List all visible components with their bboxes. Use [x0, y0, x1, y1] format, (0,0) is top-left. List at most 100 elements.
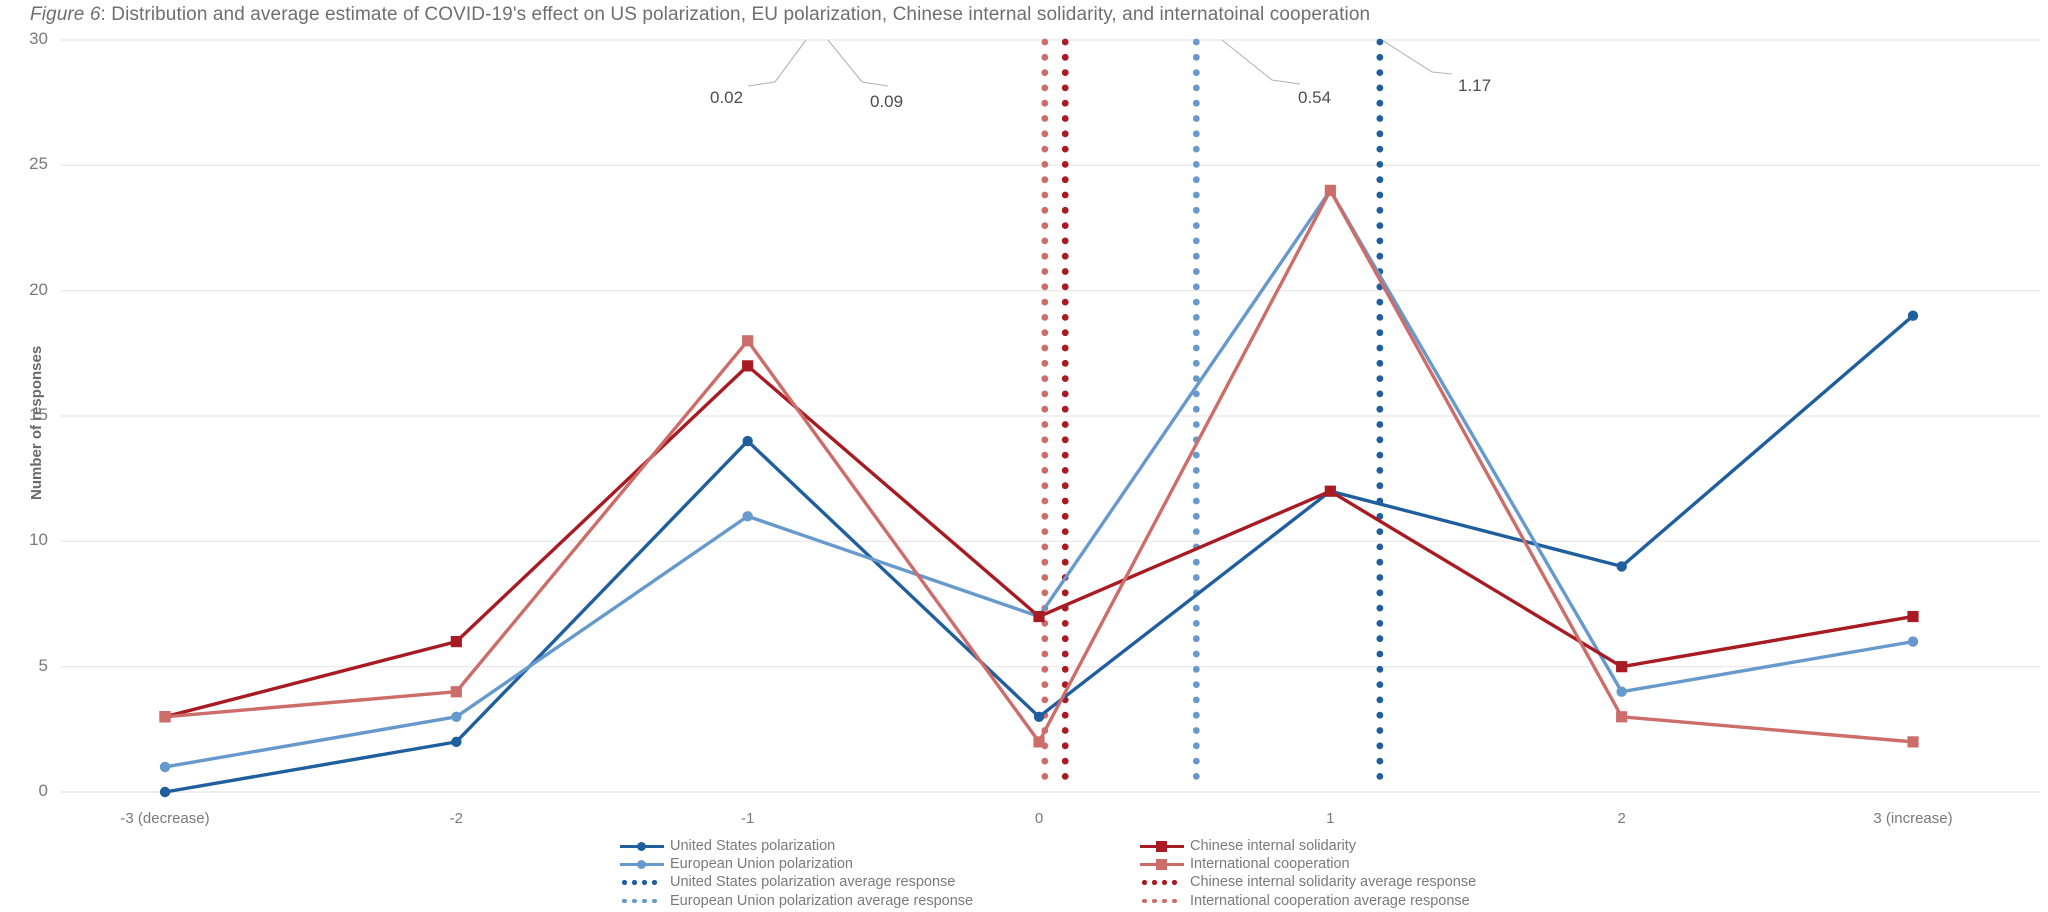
- average-line-dot: [1376, 665, 1384, 673]
- legend-item-label: Chinese internal solidarity: [1190, 838, 1357, 854]
- datapoint-intl--2[interactable]: [450, 686, 462, 698]
- average-line-dot: [1376, 176, 1384, 184]
- average-line-dot: [1061, 375, 1069, 382]
- series-line-eu[interactable]: [163, 188, 1915, 769]
- average-line-dot: [1041, 665, 1049, 673]
- average-line-dot: [1041, 436, 1049, 444]
- average-line-dot: [1192, 635, 1200, 643]
- datapoint-eu--3 (decrease)[interactable]: [159, 761, 171, 773]
- legend-dot-icon: [1172, 880, 1177, 885]
- datapoint-intl--1[interactable]: [742, 335, 754, 347]
- average-line-dot: [1041, 773, 1049, 780]
- legend-item[interactable]: Chinese internal solidarity average resp…: [1140, 874, 1476, 890]
- legend-dot-icon: [642, 880, 647, 885]
- legend-item[interactable]: United States polarization: [620, 838, 835, 854]
- average-line-dot: [1192, 620, 1200, 627]
- average-line-dot: [1192, 497, 1200, 505]
- datapoint-intl-0[interactable]: [1033, 736, 1045, 748]
- series-line-intl[interactable]: [163, 188, 1915, 744]
- average-line-dot: [1041, 191, 1049, 199]
- average-line-dot: [1376, 558, 1384, 566]
- legend-swatch: [620, 839, 664, 853]
- datapoint-intl-2[interactable]: [1616, 711, 1628, 723]
- datapoint-china--1[interactable]: [742, 360, 754, 372]
- legend-item[interactable]: Chinese internal solidarity: [1140, 838, 1356, 854]
- average-line-dot: [1192, 727, 1200, 734]
- datapoint-china-2[interactable]: [1616, 661, 1628, 673]
- datapoint-us-0[interactable]: [1033, 711, 1045, 722]
- legend-dot-icon: [1142, 880, 1147, 885]
- average-line-dot: [1061, 512, 1069, 520]
- average-line-dot: [1061, 38, 1069, 46]
- average-line-dot: [1192, 390, 1200, 398]
- datapoint-eu--2[interactable]: [451, 711, 462, 722]
- y-axis-tick-5: 5: [38, 655, 48, 675]
- average-line-dot: [1041, 329, 1049, 337]
- datapoint-us-2[interactable]: [1616, 561, 1627, 572]
- datapoint-china-3 (increase)[interactable]: [1907, 610, 1919, 623]
- datapoint-intl--3 (decrease)[interactable]: [159, 711, 171, 723]
- average-line-dot: [1192, 665, 1200, 673]
- datapoint-us--3 (decrease)[interactable]: [159, 786, 171, 798]
- datapoint-intl-3 (increase)[interactable]: [1907, 736, 1919, 748]
- average-line-dot: [1192, 298, 1200, 306]
- datapoint-china-1[interactable]: [1324, 485, 1336, 497]
- callout-leader-0.02: [747, 39, 807, 87]
- average-line-dot: [1376, 604, 1384, 612]
- average-line-dot: [1061, 298, 1069, 306]
- datapoint-eu-3 (increase)[interactable]: [1907, 636, 1919, 647]
- average-line-dot: [1376, 298, 1384, 306]
- average-line-dot: [1192, 222, 1200, 230]
- legend-dot-icon: [1172, 898, 1177, 904]
- legend-item[interactable]: European Union polarization: [620, 856, 853, 872]
- average-line-dot: [1376, 329, 1384, 337]
- average-line-dot: [1376, 314, 1384, 321]
- datapoint-us--1[interactable]: [742, 435, 753, 447]
- average-line-dot: [1041, 482, 1049, 490]
- average-line-dot: [1061, 589, 1069, 597]
- datapoint-intl-1[interactable]: [1324, 184, 1336, 196]
- average-line-dot: [1376, 344, 1384, 352]
- legend-item[interactable]: International cooperation: [1140, 856, 1350, 872]
- legend-item[interactable]: European Union polarization average resp…: [620, 893, 973, 909]
- figure-number: Figure 6: [30, 4, 101, 25]
- legend-item-label: Chinese internal solidarity average resp…: [1190, 874, 1477, 891]
- legend-item[interactable]: United States polarization average respo…: [620, 874, 955, 890]
- average-line-dot: [1192, 528, 1200, 535]
- average-line-dot: [1376, 222, 1384, 230]
- average-line-dot: [1376, 543, 1384, 551]
- average-line-dot: [1041, 161, 1049, 168]
- y-axis-tick-15: 15: [29, 405, 48, 424]
- average-line-dot: [1041, 467, 1049, 474]
- average-line-dot: [1192, 405, 1200, 413]
- average-line-dot: [1061, 467, 1069, 474]
- average-line-dot: [1061, 130, 1069, 138]
- legend-item[interactable]: International cooperation average respon…: [1140, 893, 1470, 909]
- annotation-0.09: 0.09: [870, 92, 904, 111]
- average-line-dot: [1041, 237, 1049, 245]
- annotation-1.17: 1.17: [1458, 76, 1492, 95]
- average-line-dot: [1192, 467, 1200, 474]
- datapoint-eu--1[interactable]: [742, 511, 753, 522]
- average-line-dot: [1192, 329, 1200, 337]
- average-line-dot: [1041, 497, 1049, 505]
- datapoint-china-0[interactable]: [1033, 610, 1045, 623]
- average-line-dot: [1376, 512, 1384, 520]
- average-line-dot: [1061, 543, 1069, 551]
- average-line-dot: [1041, 206, 1049, 214]
- average-line-dot: [1192, 344, 1200, 352]
- datapoint-china--2[interactable]: [450, 636, 462, 648]
- average-line-dot: [1061, 390, 1069, 398]
- average-line-dot: [1376, 69, 1384, 76]
- average-line-dot: [1041, 405, 1049, 413]
- datapoint-us--2[interactable]: [451, 736, 462, 748]
- average-line-dot: [1041, 451, 1049, 459]
- average-line-dot: [1041, 558, 1049, 566]
- average-line-dot: [1041, 589, 1049, 597]
- legend-item-label: International cooperation: [1190, 856, 1350, 873]
- average-line-dot: [1376, 375, 1384, 382]
- average-line-dot: [1041, 344, 1049, 352]
- datapoint-us-3 (increase)[interactable]: [1907, 310, 1919, 321]
- datapoint-eu-2[interactable]: [1616, 686, 1627, 697]
